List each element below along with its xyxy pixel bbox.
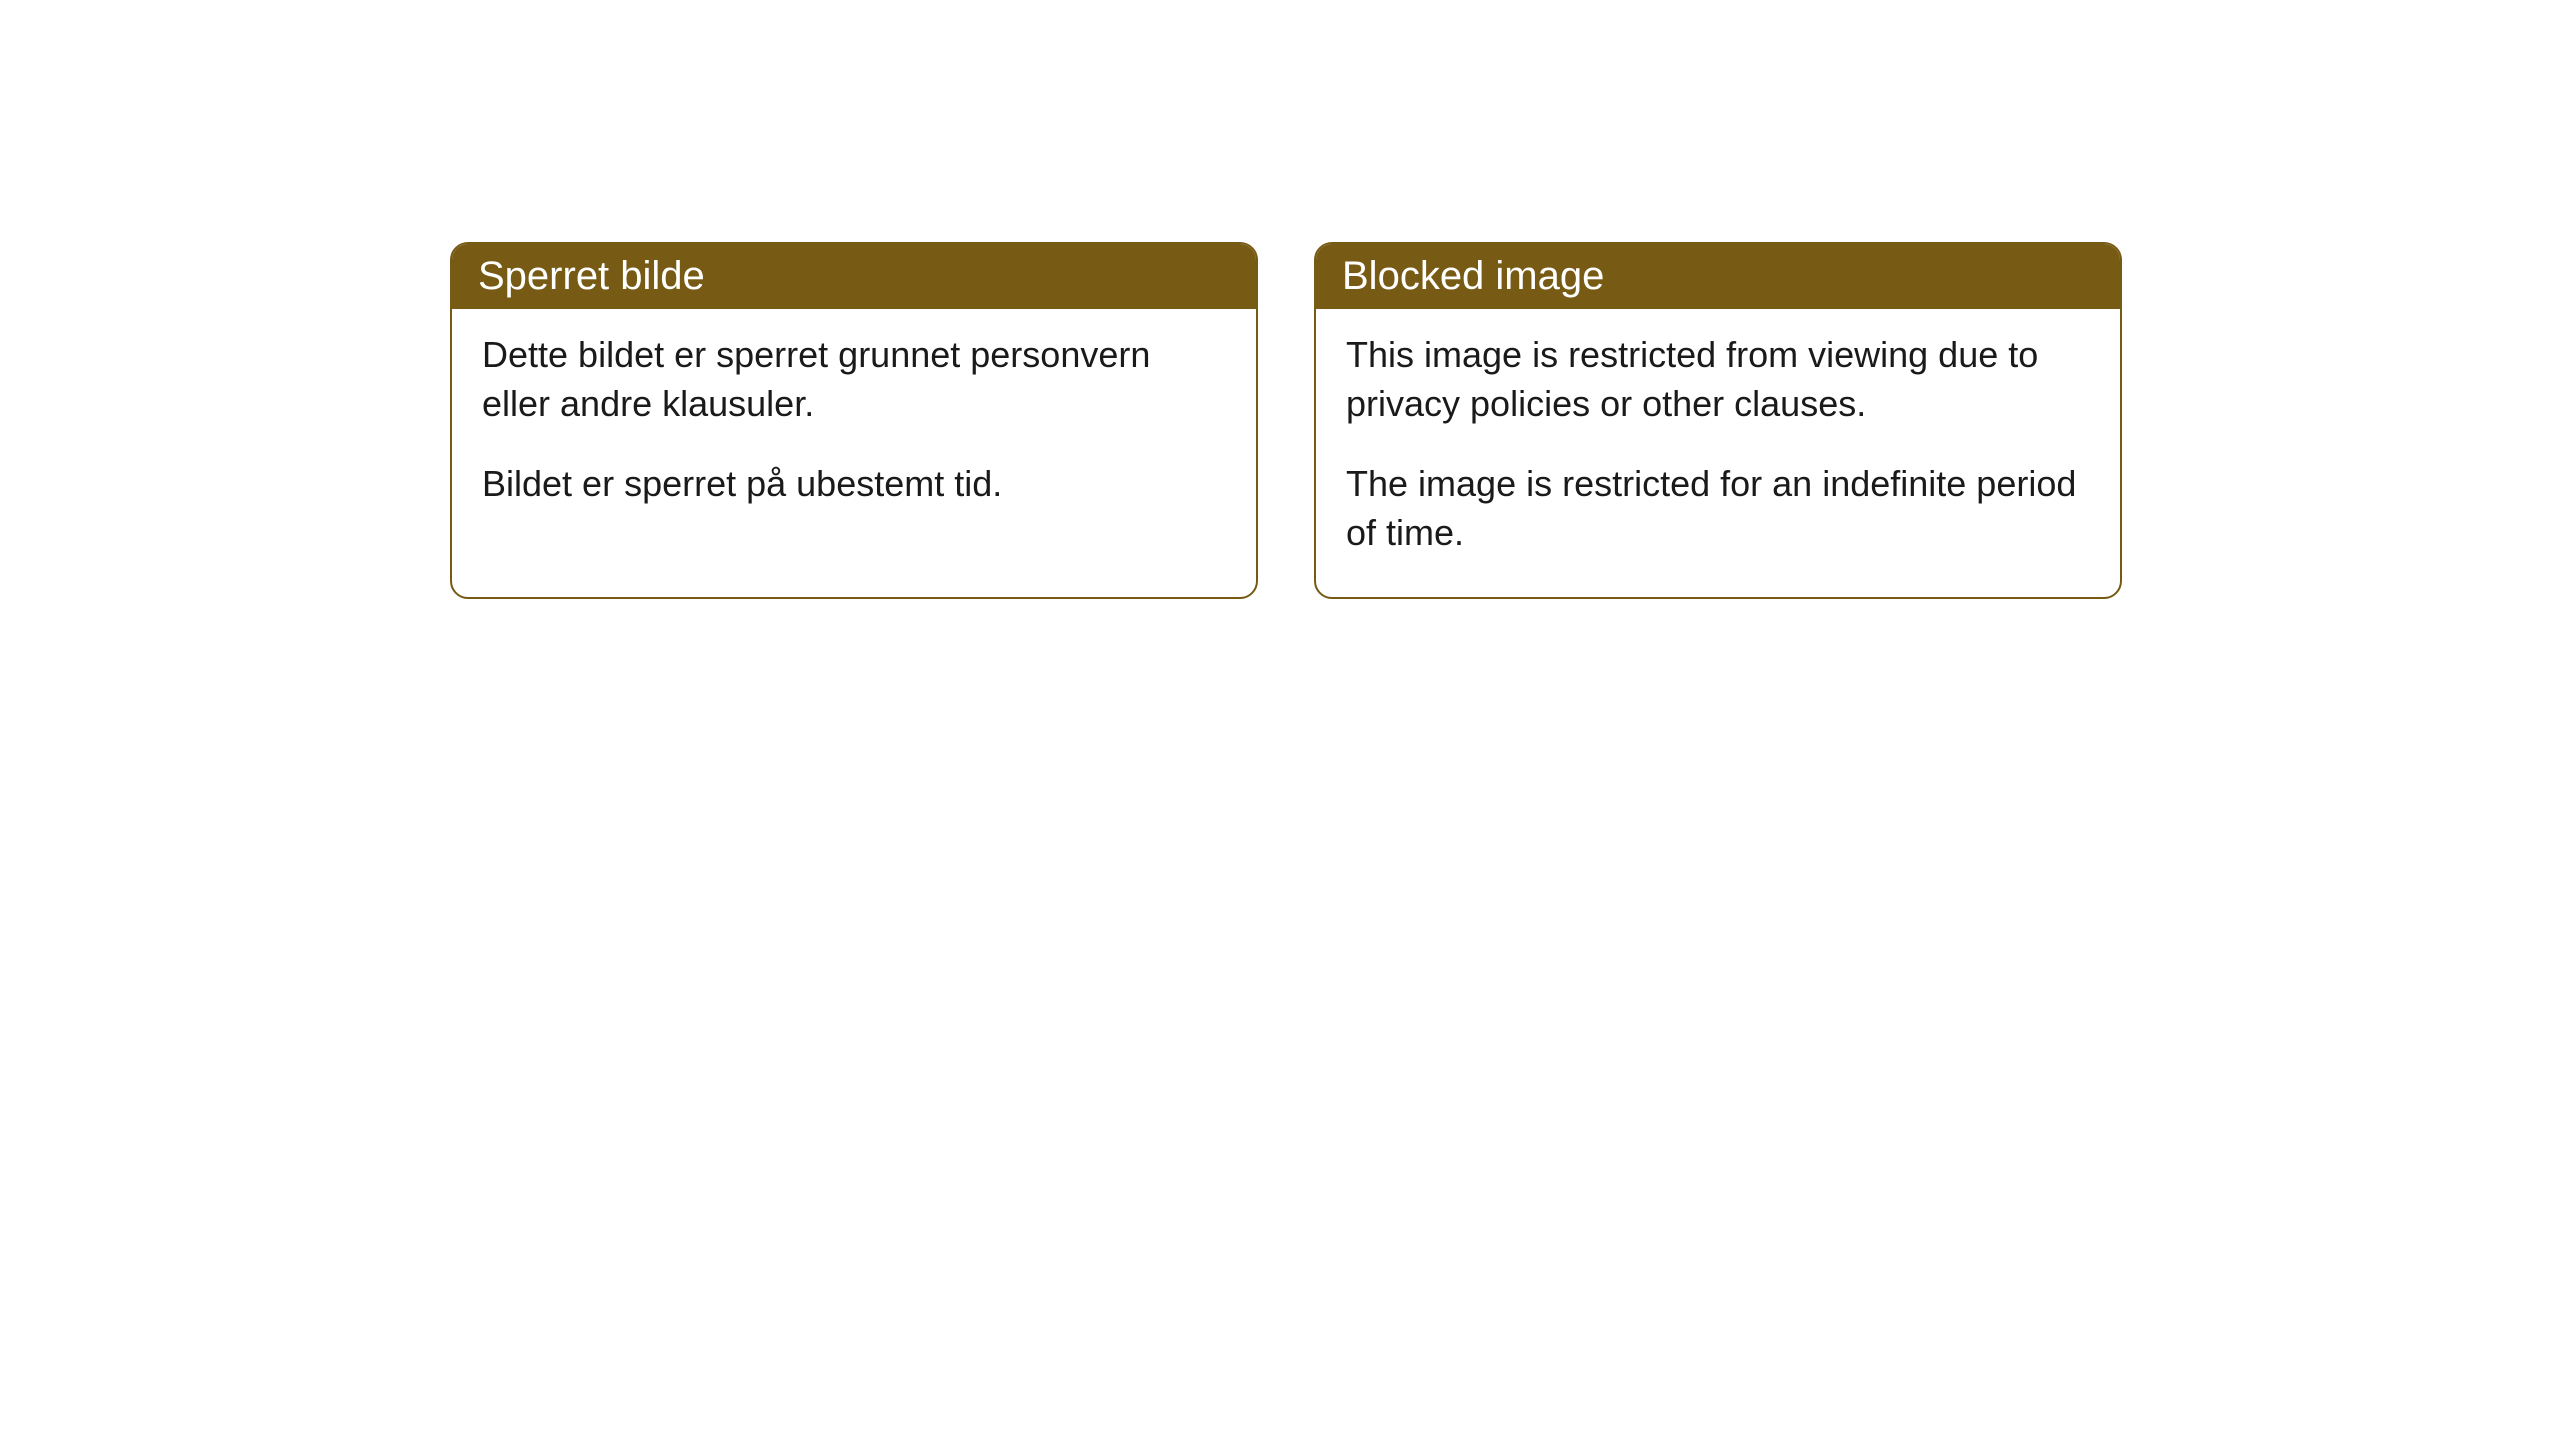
card-paragraph: Dette bildet er sperret grunnet personve… [482, 331, 1226, 428]
card-paragraph: This image is restricted from viewing du… [1346, 331, 2090, 428]
blocked-image-card-norwegian: Sperret bilde Dette bildet er sperret gr… [450, 242, 1258, 599]
card-header-norwegian: Sperret bilde [452, 244, 1256, 309]
card-title: Sperret bilde [478, 254, 705, 298]
card-header-english: Blocked image [1316, 244, 2120, 309]
card-title: Blocked image [1342, 254, 1604, 298]
card-body-norwegian: Dette bildet er sperret grunnet personve… [452, 309, 1256, 549]
blocked-image-card-english: Blocked image This image is restricted f… [1314, 242, 2122, 599]
card-paragraph: The image is restricted for an indefinit… [1346, 460, 2090, 557]
cards-container: Sperret bilde Dette bildet er sperret gr… [0, 0, 2560, 599]
card-body-english: This image is restricted from viewing du… [1316, 309, 2120, 597]
card-paragraph: Bildet er sperret på ubestemt tid. [482, 460, 1226, 509]
